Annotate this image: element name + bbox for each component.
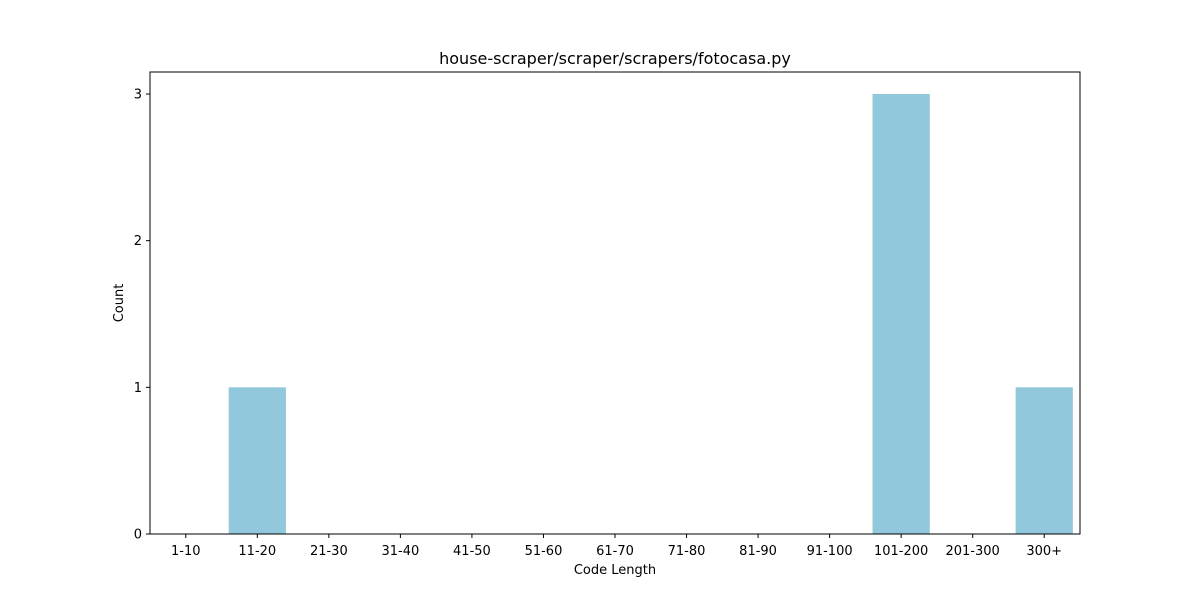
y-tick-label: 0 bbox=[134, 528, 142, 543]
x-tick-label: 11-20 bbox=[238, 544, 276, 559]
x-tick-label: 71-80 bbox=[668, 544, 706, 559]
bar-101-200 bbox=[872, 94, 930, 534]
x-tick-label: 21-30 bbox=[310, 544, 348, 559]
x-tick-label: 81-90 bbox=[739, 544, 777, 559]
chart-title: house-scraper/scraper/scrapers/fotocasa.… bbox=[439, 49, 791, 68]
x-tick-label: 61-70 bbox=[596, 544, 634, 559]
bar-300+ bbox=[1015, 387, 1073, 534]
y-tick-label: 2 bbox=[134, 234, 142, 249]
x-tick-label: 300+ bbox=[1026, 544, 1062, 559]
bar-11-20 bbox=[228, 387, 286, 534]
y-tick-label: 1 bbox=[134, 381, 142, 396]
y-tick-label: 3 bbox=[134, 88, 142, 103]
x-tick-label: 1-10 bbox=[171, 544, 201, 559]
x-tick-label: 31-40 bbox=[381, 544, 419, 559]
x-tick-label: 101-200 bbox=[874, 544, 928, 559]
x-tick-label: 91-100 bbox=[807, 544, 853, 559]
y-axis-label: Count bbox=[112, 284, 127, 323]
x-axis-ticks: 1-10 11-20 21-30 31-40 41-50 51-60 61-70 71-80 8… bbox=[171, 534, 1062, 559]
plot-frame bbox=[149, 71, 1081, 535]
y-axis-ticks: 0 1 2 3 bbox=[134, 88, 150, 543]
x-tick-label: 201-300 bbox=[946, 544, 1000, 559]
x-axis-label: Code Length bbox=[574, 563, 656, 578]
bars-group bbox=[228, 94, 1073, 534]
x-tick-label: 41-50 bbox=[453, 544, 491, 559]
x-tick-label: 51-60 bbox=[525, 544, 563, 559]
